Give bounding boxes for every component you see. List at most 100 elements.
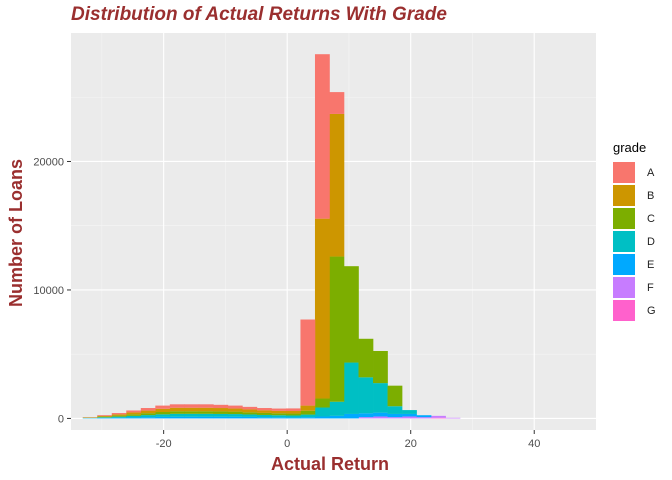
legend-label-A: A [647,166,655,179]
bar-D-3 [126,415,142,418]
legend-label-B: B [647,189,655,202]
bar-D-15 [300,414,316,418]
bar-C-5 [155,412,171,415]
bar-G-24 [431,417,446,419]
bar-C-3 [126,414,142,416]
bar-F-23 [416,417,432,419]
bar-D-6 [169,413,185,417]
bar-B-16 [314,218,330,399]
bar-F-20 [373,416,388,419]
bar-A-1 [97,415,113,416]
legend-item-F: F [613,276,656,299]
legend-key-A [613,162,635,183]
bar-C-14 [285,413,301,416]
legend-label-G: G [647,304,656,317]
bar-D-10 [227,414,243,417]
bar-B-3 [126,412,142,415]
x-tick-label: 20 [405,438,417,450]
bar-A-12 [256,408,272,411]
bar-E-10 [227,416,243,419]
bar-C-16 [314,398,330,408]
bar-A-17 [329,92,345,114]
bar-C-9 [213,411,229,414]
bar-B-9 [213,408,229,412]
legend-item-D: D [613,230,656,253]
bar-E-3 [126,417,142,419]
bar-C-12 [256,412,272,415]
legend-label-D: D [647,235,655,248]
bar-E-16 [314,416,330,419]
bar-A-16 [314,54,330,219]
bar-C-4 [140,413,156,416]
bar-C-6 [169,411,185,414]
bar-C-8 [198,411,214,414]
bar-A-4 [140,408,156,411]
bar-A-6 [169,404,185,408]
x-tick-label: 0 [284,438,290,450]
bar-D-5 [155,414,171,417]
bar-C-20 [373,350,388,384]
bar-B-14 [285,410,301,414]
bar-D-4 [140,415,156,418]
bar-E-2 [111,417,127,419]
bar-A-2 [111,413,127,415]
bar-C-19 [358,338,374,378]
bar-D-1 [97,417,113,418]
bar-A-5 [155,405,171,409]
bar-C-11 [242,412,258,415]
bar-E-11 [242,416,258,419]
bar-D-18 [344,362,359,414]
bar-C-18 [344,266,359,363]
bar-E-20 [373,412,388,417]
legend-item-B: B [613,184,656,207]
bar-E-21 [387,413,403,418]
x-axis-label: Actual Return [271,454,389,474]
bar-B-4 [140,410,156,414]
axis-ticks: -20 0 20 40 0 10000 20000 [33,156,540,450]
bar-C-17 [329,256,345,402]
legend-key-C [613,208,635,229]
bar-E-22 [402,413,417,417]
bar-B-2 [111,414,127,416]
bar-D-16 [314,407,330,417]
bar-C-21 [387,385,403,407]
legend-key-E [613,254,635,275]
bar-C-10 [227,411,243,415]
bar-B-6 [169,407,185,412]
bar-F-24 [431,415,446,418]
bar-B-5 [155,408,171,413]
bar-A-11 [242,406,258,410]
bar-C-7 [184,411,200,414]
bar-F-21 [387,417,403,419]
bar-E-18 [344,413,359,419]
bar-D-2 [111,416,127,418]
x-tick-label: 40 [528,438,540,450]
bar-A-8 [198,404,214,408]
bar-B-1 [97,415,113,417]
bar-A-9 [213,404,229,409]
bar-C-13 [271,413,287,416]
bar-E-9 [213,416,229,419]
bar-D-20 [373,383,388,413]
legend-item-E: E [613,253,656,276]
bar-B-15 [300,405,316,411]
legend-item-G: G [613,299,656,322]
bar-E-7 [184,416,200,419]
chart-title: Distribution of Actual Returns With Grad… [71,4,447,25]
bar-F-19 [358,417,374,419]
bar-B-8 [198,407,214,412]
bar-D-7 [184,413,200,417]
bar-B-11 [242,409,258,413]
bar-D-17 [329,401,345,416]
bar-A-13 [271,408,287,411]
legend-label-E: E [647,258,655,271]
bar-E-13 [271,417,287,419]
bar-A-7 [184,404,200,408]
bar-E-5 [155,416,171,419]
bar-C-2 [111,415,127,417]
bar-A-15 [300,319,316,406]
bar-C-1 [97,416,113,418]
